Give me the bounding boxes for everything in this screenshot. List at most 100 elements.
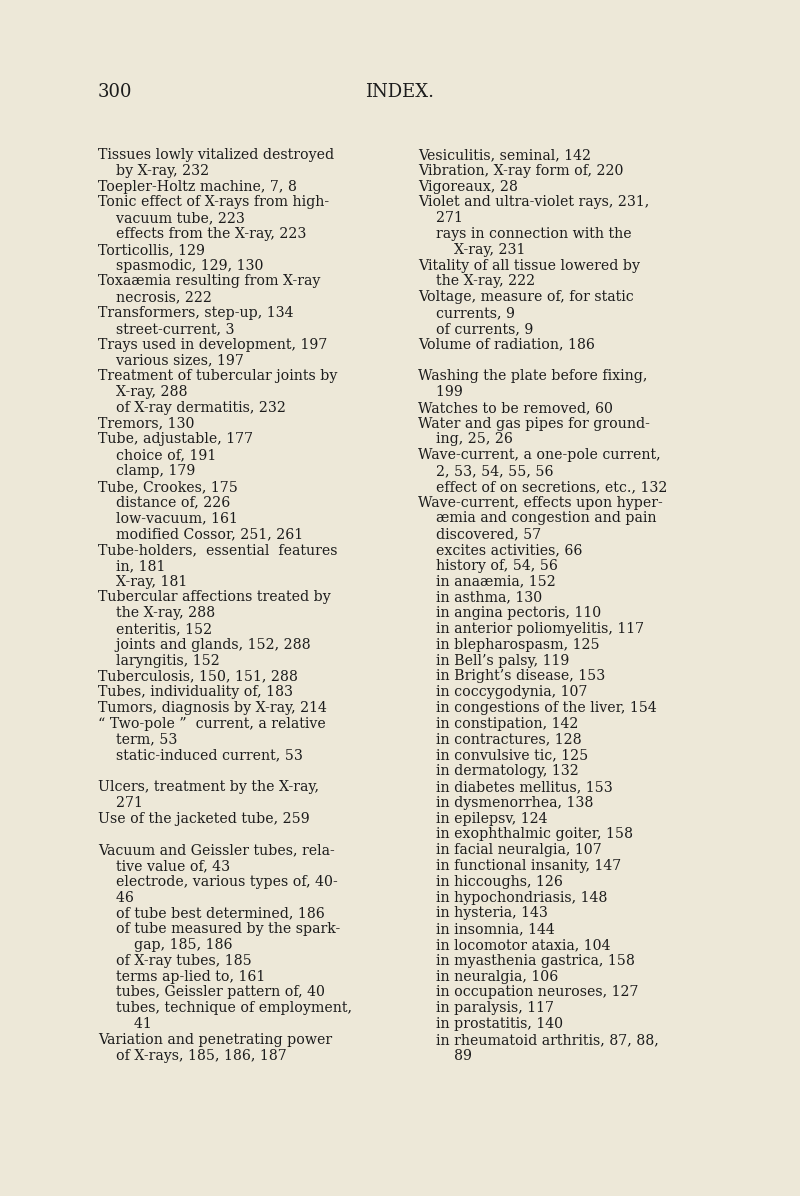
Text: static-induced current, 53: static-induced current, 53 (98, 749, 303, 762)
Text: of X-rays, 185, 186, 187: of X-rays, 185, 186, 187 (98, 1049, 286, 1062)
Text: Tube-holders,  essential  features: Tube-holders, essential features (98, 543, 338, 557)
Text: laryngitis, 152: laryngitis, 152 (98, 653, 220, 667)
Text: in Bright’s disease, 153: in Bright’s disease, 153 (418, 670, 606, 683)
Text: currents, 9: currents, 9 (418, 306, 515, 321)
Text: Water and gas pipes for ground-: Water and gas pipes for ground- (418, 416, 650, 431)
Text: Vibration, X-ray form of, 220: Vibration, X-ray form of, 220 (418, 164, 623, 178)
Text: X-ray, 231: X-ray, 231 (418, 243, 526, 257)
Text: Vesiculitis, seminal, 142: Vesiculitis, seminal, 142 (418, 148, 591, 161)
Text: history of, 54, 56: history of, 54, 56 (418, 559, 558, 573)
Text: low-vacuum, 161: low-vacuum, 161 (98, 512, 238, 525)
Text: in facial neuralgia, 107: in facial neuralgia, 107 (418, 843, 602, 858)
Text: necrosis, 222: necrosis, 222 (98, 291, 212, 304)
Text: “ Two-pole ”  current, a relative: “ Two-pole ” current, a relative (98, 716, 326, 731)
Text: in locomotor ataxia, 104: in locomotor ataxia, 104 (418, 938, 610, 952)
Text: 271: 271 (418, 212, 463, 225)
Text: Torticollis, 129: Torticollis, 129 (98, 243, 205, 257)
Text: rays in connection with the: rays in connection with the (418, 227, 632, 242)
Text: Use of the jacketed tube, 259: Use of the jacketed tube, 259 (98, 812, 310, 825)
Text: Vacuum and Geissler tubes, rela-: Vacuum and Geissler tubes, rela- (98, 843, 334, 858)
Text: Washing the plate before fixing,: Washing the plate before fixing, (418, 370, 647, 383)
Text: spasmodic, 129, 130: spasmodic, 129, 130 (98, 258, 263, 273)
Text: vacuum tube, 223: vacuum tube, 223 (98, 212, 245, 225)
Text: in convulsive tic, 125: in convulsive tic, 125 (418, 749, 588, 762)
Text: 300: 300 (98, 83, 133, 100)
Text: 41: 41 (98, 1017, 152, 1031)
Text: street-current, 3: street-current, 3 (98, 322, 234, 336)
Text: in epilepsv, 124: in epilepsv, 124 (418, 812, 547, 825)
Text: enteritis, 152: enteritis, 152 (98, 622, 212, 636)
Text: Voltage, measure of, for static: Voltage, measure of, for static (418, 291, 634, 304)
Text: in anterior poliomyelitis, 117: in anterior poliomyelitis, 117 (418, 622, 644, 636)
Text: 46: 46 (98, 891, 134, 904)
Text: in coccygodynia, 107: in coccygodynia, 107 (418, 685, 587, 700)
Text: in anaæmia, 152: in anaæmia, 152 (418, 574, 556, 588)
Text: in functional insanity, 147: in functional insanity, 147 (418, 859, 622, 873)
Text: in occupation neuroses, 127: in occupation neuroses, 127 (418, 986, 638, 1000)
Text: in constipation, 142: in constipation, 142 (418, 716, 578, 731)
Text: in congestions of the liver, 154: in congestions of the liver, 154 (418, 701, 657, 715)
Text: Toxaæmia resulting from X-ray: Toxaæmia resulting from X-ray (98, 274, 320, 288)
Text: distance of, 226: distance of, 226 (98, 495, 230, 509)
Text: Tubercular affections treated by: Tubercular affections treated by (98, 591, 330, 604)
Text: æmia and congestion and pain: æmia and congestion and pain (418, 512, 657, 525)
Text: of tube best determined, 186: of tube best determined, 186 (98, 907, 325, 921)
Text: of X-ray tubes, 185: of X-ray tubes, 185 (98, 953, 252, 968)
Text: in blepharospasm, 125: in blepharospasm, 125 (418, 637, 600, 652)
Text: in dysmenorrhea, 138: in dysmenorrhea, 138 (418, 795, 594, 810)
Text: Tissues lowly vitalized destroyed: Tissues lowly vitalized destroyed (98, 148, 334, 161)
Text: the X-ray, 222: the X-ray, 222 (418, 274, 535, 288)
Text: ing, 25, 26: ing, 25, 26 (418, 433, 513, 446)
Text: in exophthalmic goiter, 158: in exophthalmic goiter, 158 (418, 828, 633, 842)
Text: Treatment of tubercular joints by: Treatment of tubercular joints by (98, 370, 338, 383)
Text: Watches to be removed, 60: Watches to be removed, 60 (418, 401, 613, 415)
Text: the X-ray, 288: the X-ray, 288 (98, 606, 215, 621)
Text: tubes, technique of employment,: tubes, technique of employment, (98, 1001, 352, 1015)
Text: Toepler-Holtz machine, 7, 8: Toepler-Holtz machine, 7, 8 (98, 179, 297, 194)
Text: Vitality of all tissue lowered by: Vitality of all tissue lowered by (418, 258, 640, 273)
Text: in paralysis, 117: in paralysis, 117 (418, 1001, 554, 1015)
Text: of X-ray dermatitis, 232: of X-ray dermatitis, 232 (98, 401, 286, 415)
Text: Violet and ultra-violet rays, 231,: Violet and ultra-violet rays, 231, (418, 195, 650, 209)
Text: discovered, 57: discovered, 57 (418, 527, 542, 542)
Text: Tubes, individuality of, 183: Tubes, individuality of, 183 (98, 685, 293, 700)
Text: in hypochondriasis, 148: in hypochondriasis, 148 (418, 891, 607, 904)
Text: joints and glands, 152, 288: joints and glands, 152, 288 (98, 637, 310, 652)
Text: by X-ray, 232: by X-ray, 232 (98, 164, 209, 178)
Text: 89: 89 (418, 1049, 472, 1062)
Text: clamp, 179: clamp, 179 (98, 464, 195, 478)
Text: Tonic effect of X-rays from high-: Tonic effect of X-rays from high- (98, 195, 329, 209)
Text: Trays used in development, 197: Trays used in development, 197 (98, 337, 327, 352)
Text: Transformers, step-up, 134: Transformers, step-up, 134 (98, 306, 294, 321)
Text: Wave-current, effects upon hyper-: Wave-current, effects upon hyper- (418, 495, 662, 509)
Text: in contractures, 128: in contractures, 128 (418, 733, 582, 746)
Text: in insomnia, 144: in insomnia, 144 (418, 922, 554, 936)
Text: of tube measured by the spark-: of tube measured by the spark- (98, 922, 340, 936)
Text: Wave-current, a one-pole current,: Wave-current, a one-pole current, (418, 448, 661, 462)
Text: effects from the X-ray, 223: effects from the X-ray, 223 (98, 227, 306, 242)
Text: Ulcers, treatment by the X-ray,: Ulcers, treatment by the X-ray, (98, 780, 319, 794)
Text: Variation and penetrating power: Variation and penetrating power (98, 1033, 332, 1046)
Text: X-ray, 288: X-ray, 288 (98, 385, 187, 399)
Text: Tumors, diagnosis by X-ray, 214: Tumors, diagnosis by X-ray, 214 (98, 701, 327, 715)
Text: gap, 185, 186: gap, 185, 186 (98, 938, 233, 952)
Text: Vigoreaux, 28: Vigoreaux, 28 (418, 179, 518, 194)
Text: in hysteria, 143: in hysteria, 143 (418, 907, 548, 921)
Text: INDEX.: INDEX. (366, 83, 434, 100)
Text: Tremors, 130: Tremors, 130 (98, 416, 194, 431)
Text: tive value of, 43: tive value of, 43 (98, 859, 230, 873)
Text: excites activities, 66: excites activities, 66 (418, 543, 582, 557)
Text: in neuralgia, 106: in neuralgia, 106 (418, 970, 558, 983)
Text: in hiccoughs, 126: in hiccoughs, 126 (418, 874, 563, 889)
Text: in angina pectoris, 110: in angina pectoris, 110 (418, 606, 602, 621)
Text: effect of on secretions, etc., 132: effect of on secretions, etc., 132 (418, 480, 667, 494)
Text: Tube, Crookes, 175: Tube, Crookes, 175 (98, 480, 238, 494)
Text: terms ap­lied to, 161: terms ap­lied to, 161 (98, 970, 266, 983)
Text: in myasthenia gastrica, 158: in myasthenia gastrica, 158 (418, 953, 635, 968)
Text: Volume of radiation, 186: Volume of radiation, 186 (418, 337, 595, 352)
Text: in, 181: in, 181 (98, 559, 166, 573)
Text: term, 53: term, 53 (98, 733, 178, 746)
Text: choice of, 191: choice of, 191 (98, 448, 216, 462)
Text: 2, 53, 54, 55, 56: 2, 53, 54, 55, 56 (418, 464, 554, 478)
Text: various sizes, 197: various sizes, 197 (98, 353, 244, 367)
